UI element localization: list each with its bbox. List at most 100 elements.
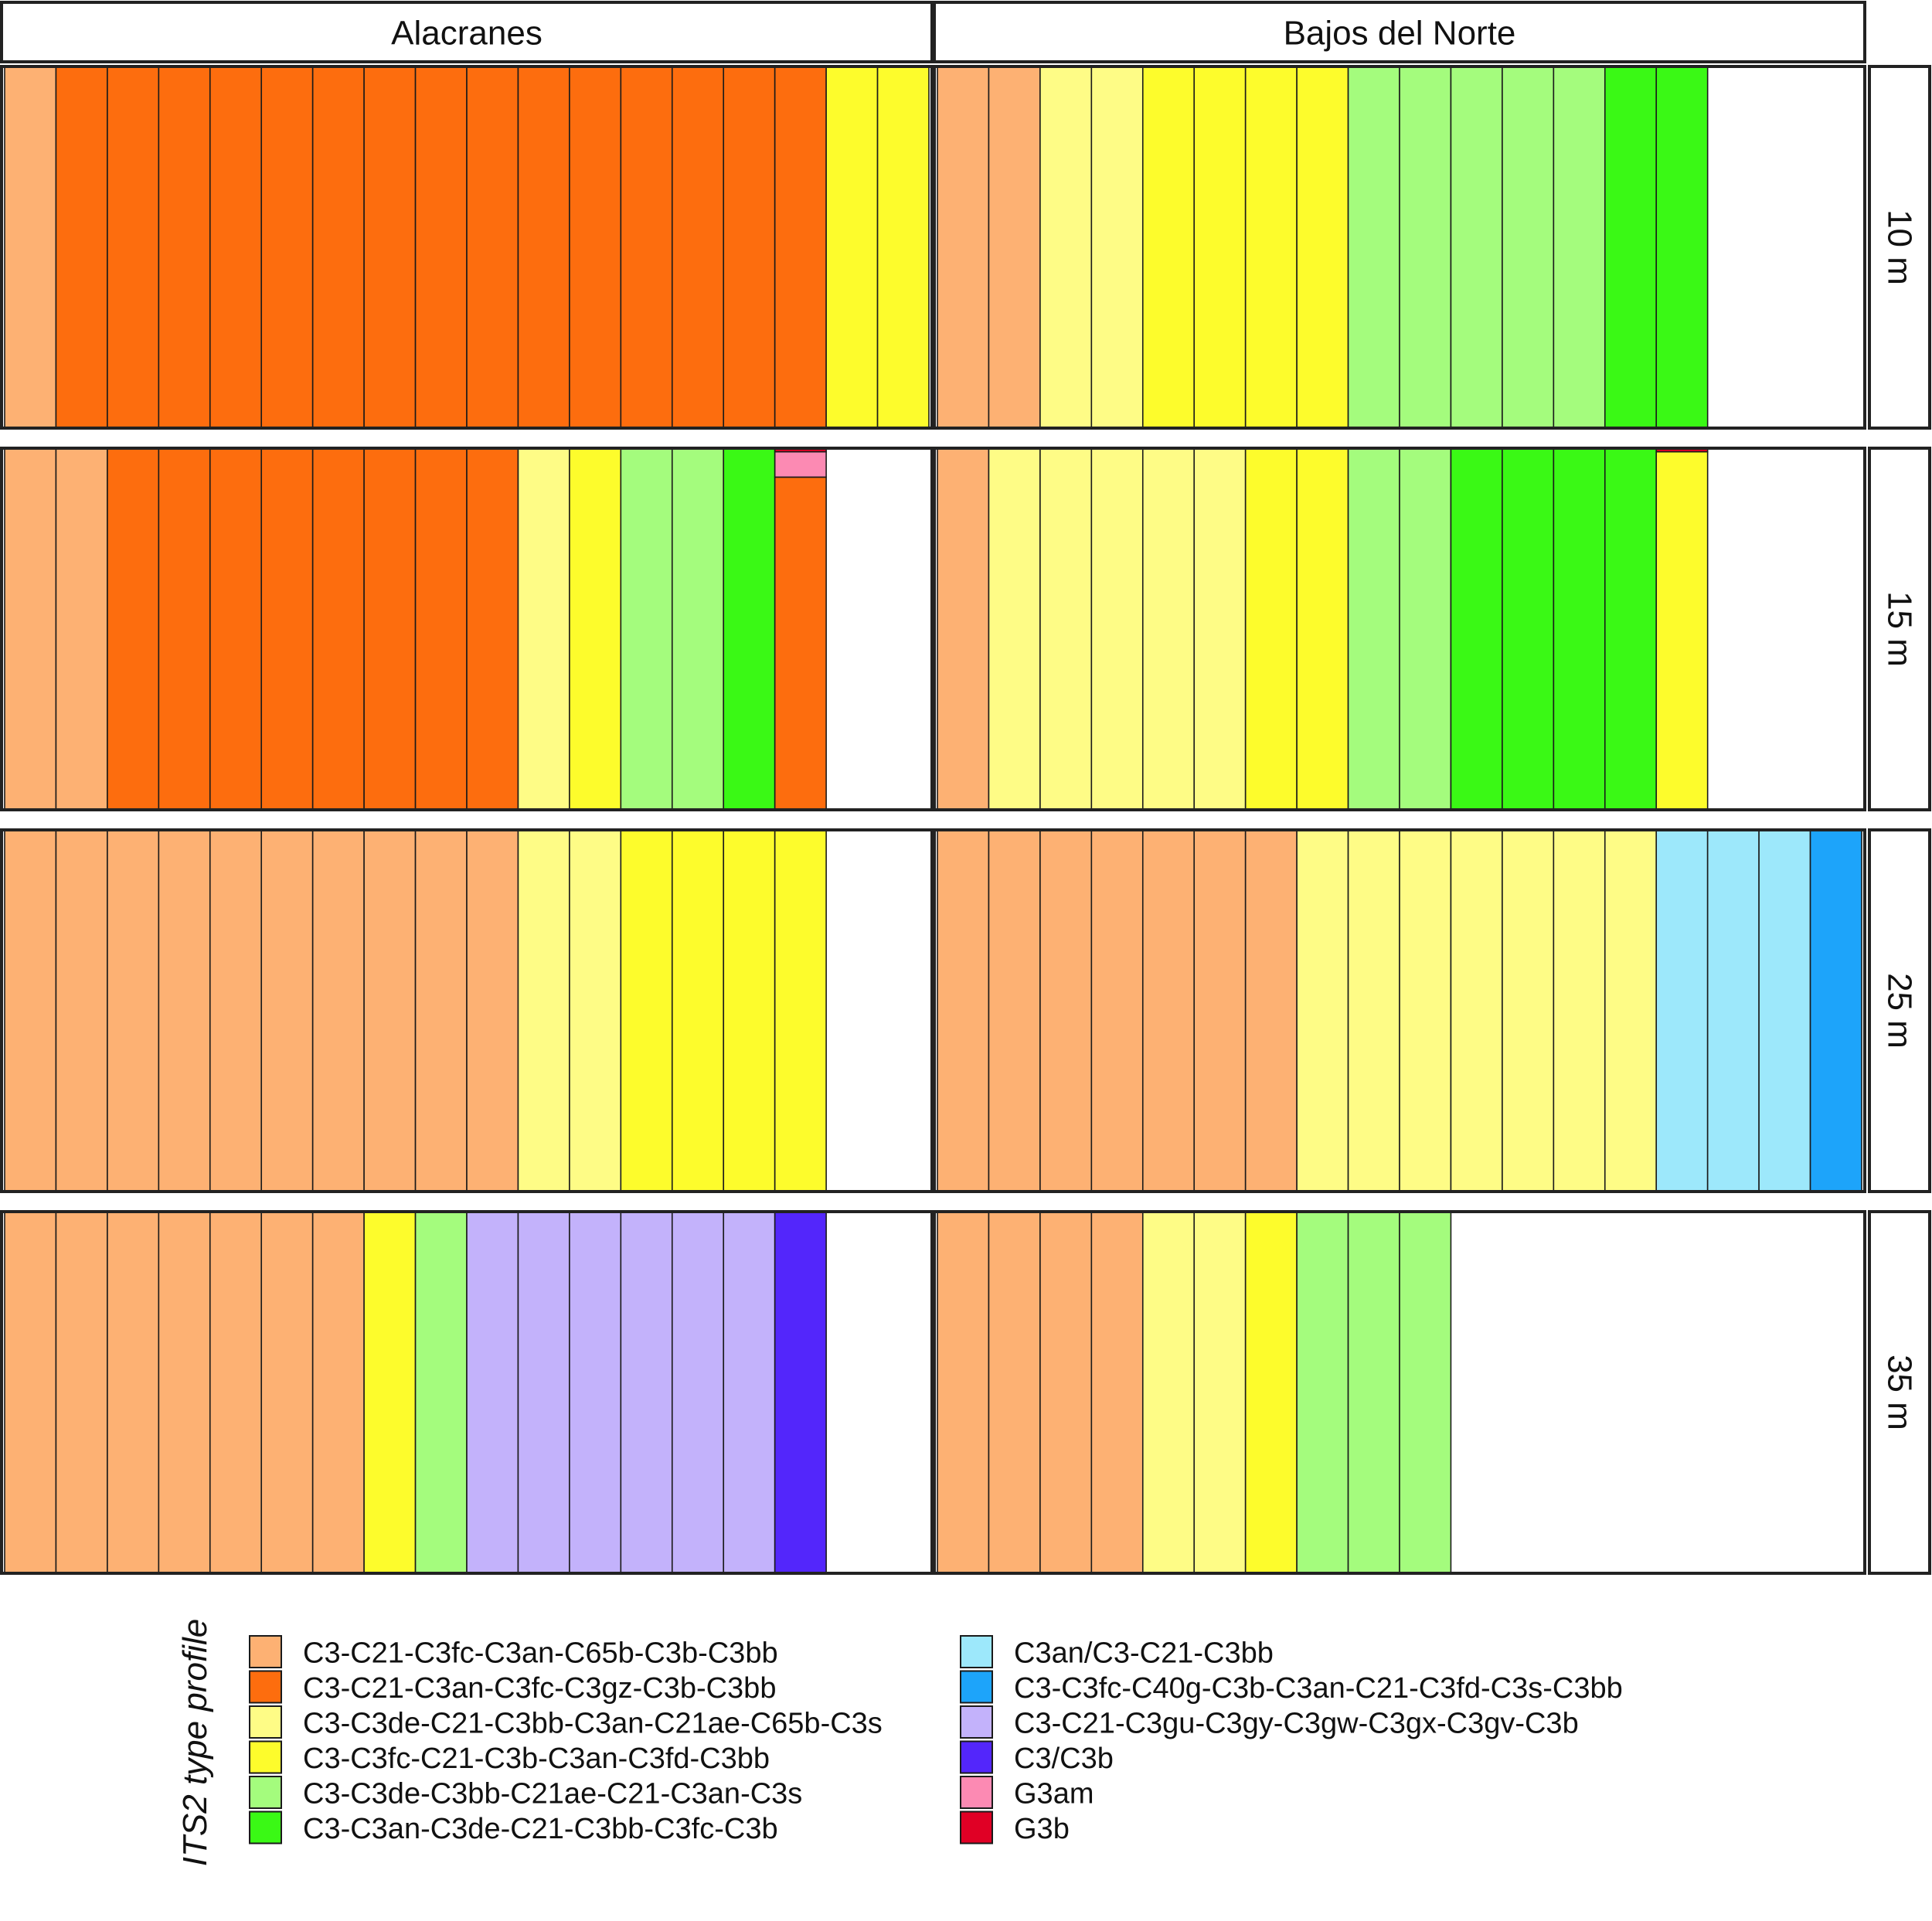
sample-bar	[414, 829, 468, 1192]
sample-bar	[774, 1211, 827, 1574]
panel-frames	[0, 65, 1866, 1575]
bar-segment-p2	[209, 447, 263, 811]
legend-swatch	[249, 1635, 282, 1668]
sample-bar	[1193, 447, 1247, 811]
legend-item-p4: C3-C3fc-C21-C3b-C3an-C3fd-C3bb	[249, 1740, 770, 1775]
bar-segment-p9	[620, 1211, 673, 1574]
bar-segment-p5	[671, 447, 725, 811]
sample-bar	[209, 66, 263, 429]
bar-segment-p4	[1141, 66, 1196, 429]
legend-swatch	[960, 1705, 993, 1739]
bar-segment-p3	[1296, 829, 1349, 1192]
bar-segment-p1	[937, 1211, 990, 1574]
sample-bar	[466, 447, 519, 811]
bar-segment-p2	[55, 66, 108, 429]
sample-bar	[1706, 829, 1760, 1192]
sample-bar	[158, 66, 211, 429]
bar-segment-p1	[260, 1211, 314, 1574]
bar-segment-p2	[671, 66, 725, 429]
site-strip-box	[933, 1, 1866, 63]
bar-segment-p2	[260, 66, 314, 429]
bar-segment-p5	[1399, 1211, 1452, 1574]
sample-bar	[1553, 829, 1606, 1192]
bar-segment-p3	[1193, 447, 1247, 811]
sample-bar	[260, 66, 314, 429]
sample-bar	[1502, 829, 1555, 1192]
sample-bar	[988, 829, 1041, 1192]
sample-bar	[158, 1211, 211, 1574]
depth-label: 15 m	[1881, 591, 1919, 667]
bar-segment-p1	[4, 447, 57, 811]
panel-frame	[933, 65, 1866, 430]
bar-segment-p5	[1399, 447, 1452, 811]
depth-strip-35-m: 35 m	[1868, 1210, 1931, 1575]
bar-segment-p3	[1450, 829, 1503, 1192]
bar-segment-p5	[620, 447, 673, 811]
sample-bar	[1244, 1211, 1298, 1574]
sample-bar	[1296, 1211, 1349, 1574]
legend-label: G3b	[1014, 1813, 1070, 1845]
sample-bar	[1039, 447, 1093, 811]
sample-bar	[1655, 66, 1709, 429]
sample-bar	[311, 829, 365, 1192]
bar-segment-p4	[620, 829, 673, 1192]
bar-segment-p5	[414, 1211, 468, 1574]
bar-segment-p5	[1347, 1211, 1400, 1574]
sample-bar	[1090, 447, 1144, 811]
bar-segment-p2	[620, 66, 673, 429]
sample-bar	[1399, 66, 1452, 429]
sample-bar	[671, 829, 725, 1192]
bar-segment-p4	[1655, 450, 1709, 811]
sample-bar	[107, 447, 160, 811]
legend-label: C3-C3fc-C21-C3b-C3an-C3fd-C3bb	[303, 1742, 770, 1775]
sample-bar	[1553, 447, 1606, 811]
legend-label: C3-C3an-C3de-C21-C3bb-C3fc-C3b	[303, 1813, 778, 1845]
legend-item-p7: C3an/C3-C21-C3bb	[960, 1635, 1274, 1670]
panel-frame	[0, 828, 934, 1193]
panel-frame	[0, 447, 934, 811]
sample-bar	[1450, 829, 1503, 1192]
bar-segment-p4	[825, 66, 879, 429]
sample-bar	[1347, 1211, 1400, 1574]
bar-segment-p1	[158, 1211, 211, 1574]
bar-segment-p7	[1655, 829, 1709, 1192]
sample-bar	[1141, 829, 1196, 1192]
sample-bar	[1039, 1211, 1093, 1574]
bar-segment-p1	[260, 829, 314, 1192]
site-label: Alacranes	[391, 15, 543, 53]
sample-bar	[876, 66, 930, 429]
sample-bar	[363, 66, 417, 429]
legend-title: ITS2 type profile	[176, 1619, 214, 1866]
sample-bar	[723, 1211, 776, 1574]
sample-bar	[260, 1211, 314, 1574]
sample-bar	[517, 829, 570, 1192]
legend-swatch	[249, 1776, 282, 1809]
sample-bar	[620, 447, 673, 811]
sample-bar	[569, 829, 622, 1192]
sample-bar	[937, 1211, 990, 1574]
sample-bar	[1347, 66, 1400, 429]
bar-segment-p1	[209, 829, 263, 1192]
depth-strip-box	[1868, 1210, 1931, 1575]
bar-segment-p1	[937, 447, 990, 811]
depth-strip-25-m: 25 m	[1868, 828, 1931, 1193]
sample-bar	[158, 829, 211, 1192]
bar-segment-p1	[55, 829, 108, 1192]
legend-swatch	[249, 1740, 282, 1774]
legend-label: C3-C21-C3gu-C3gy-C3gw-C3gx-C3gv-C3b	[1014, 1708, 1579, 1740]
sample-bar	[620, 829, 673, 1192]
sample-bar	[1296, 66, 1349, 429]
bar-segment-p7	[1706, 829, 1760, 1192]
bar-segment-p2	[363, 447, 417, 811]
sample-bar	[988, 1211, 1041, 1574]
bar-segment-p11	[774, 450, 827, 478]
sample-bar	[466, 829, 519, 1192]
bar-segment-p1	[209, 1211, 263, 1574]
bar-segment-p2	[158, 66, 211, 429]
bar-segment-p1	[107, 829, 160, 1192]
bar-segment-p9	[569, 1211, 622, 1574]
bar-segment-p4	[1193, 66, 1247, 429]
sample-bar	[1090, 1211, 1144, 1574]
bar-segment-p9	[723, 1211, 776, 1574]
bar-segment-p1	[1244, 829, 1298, 1192]
